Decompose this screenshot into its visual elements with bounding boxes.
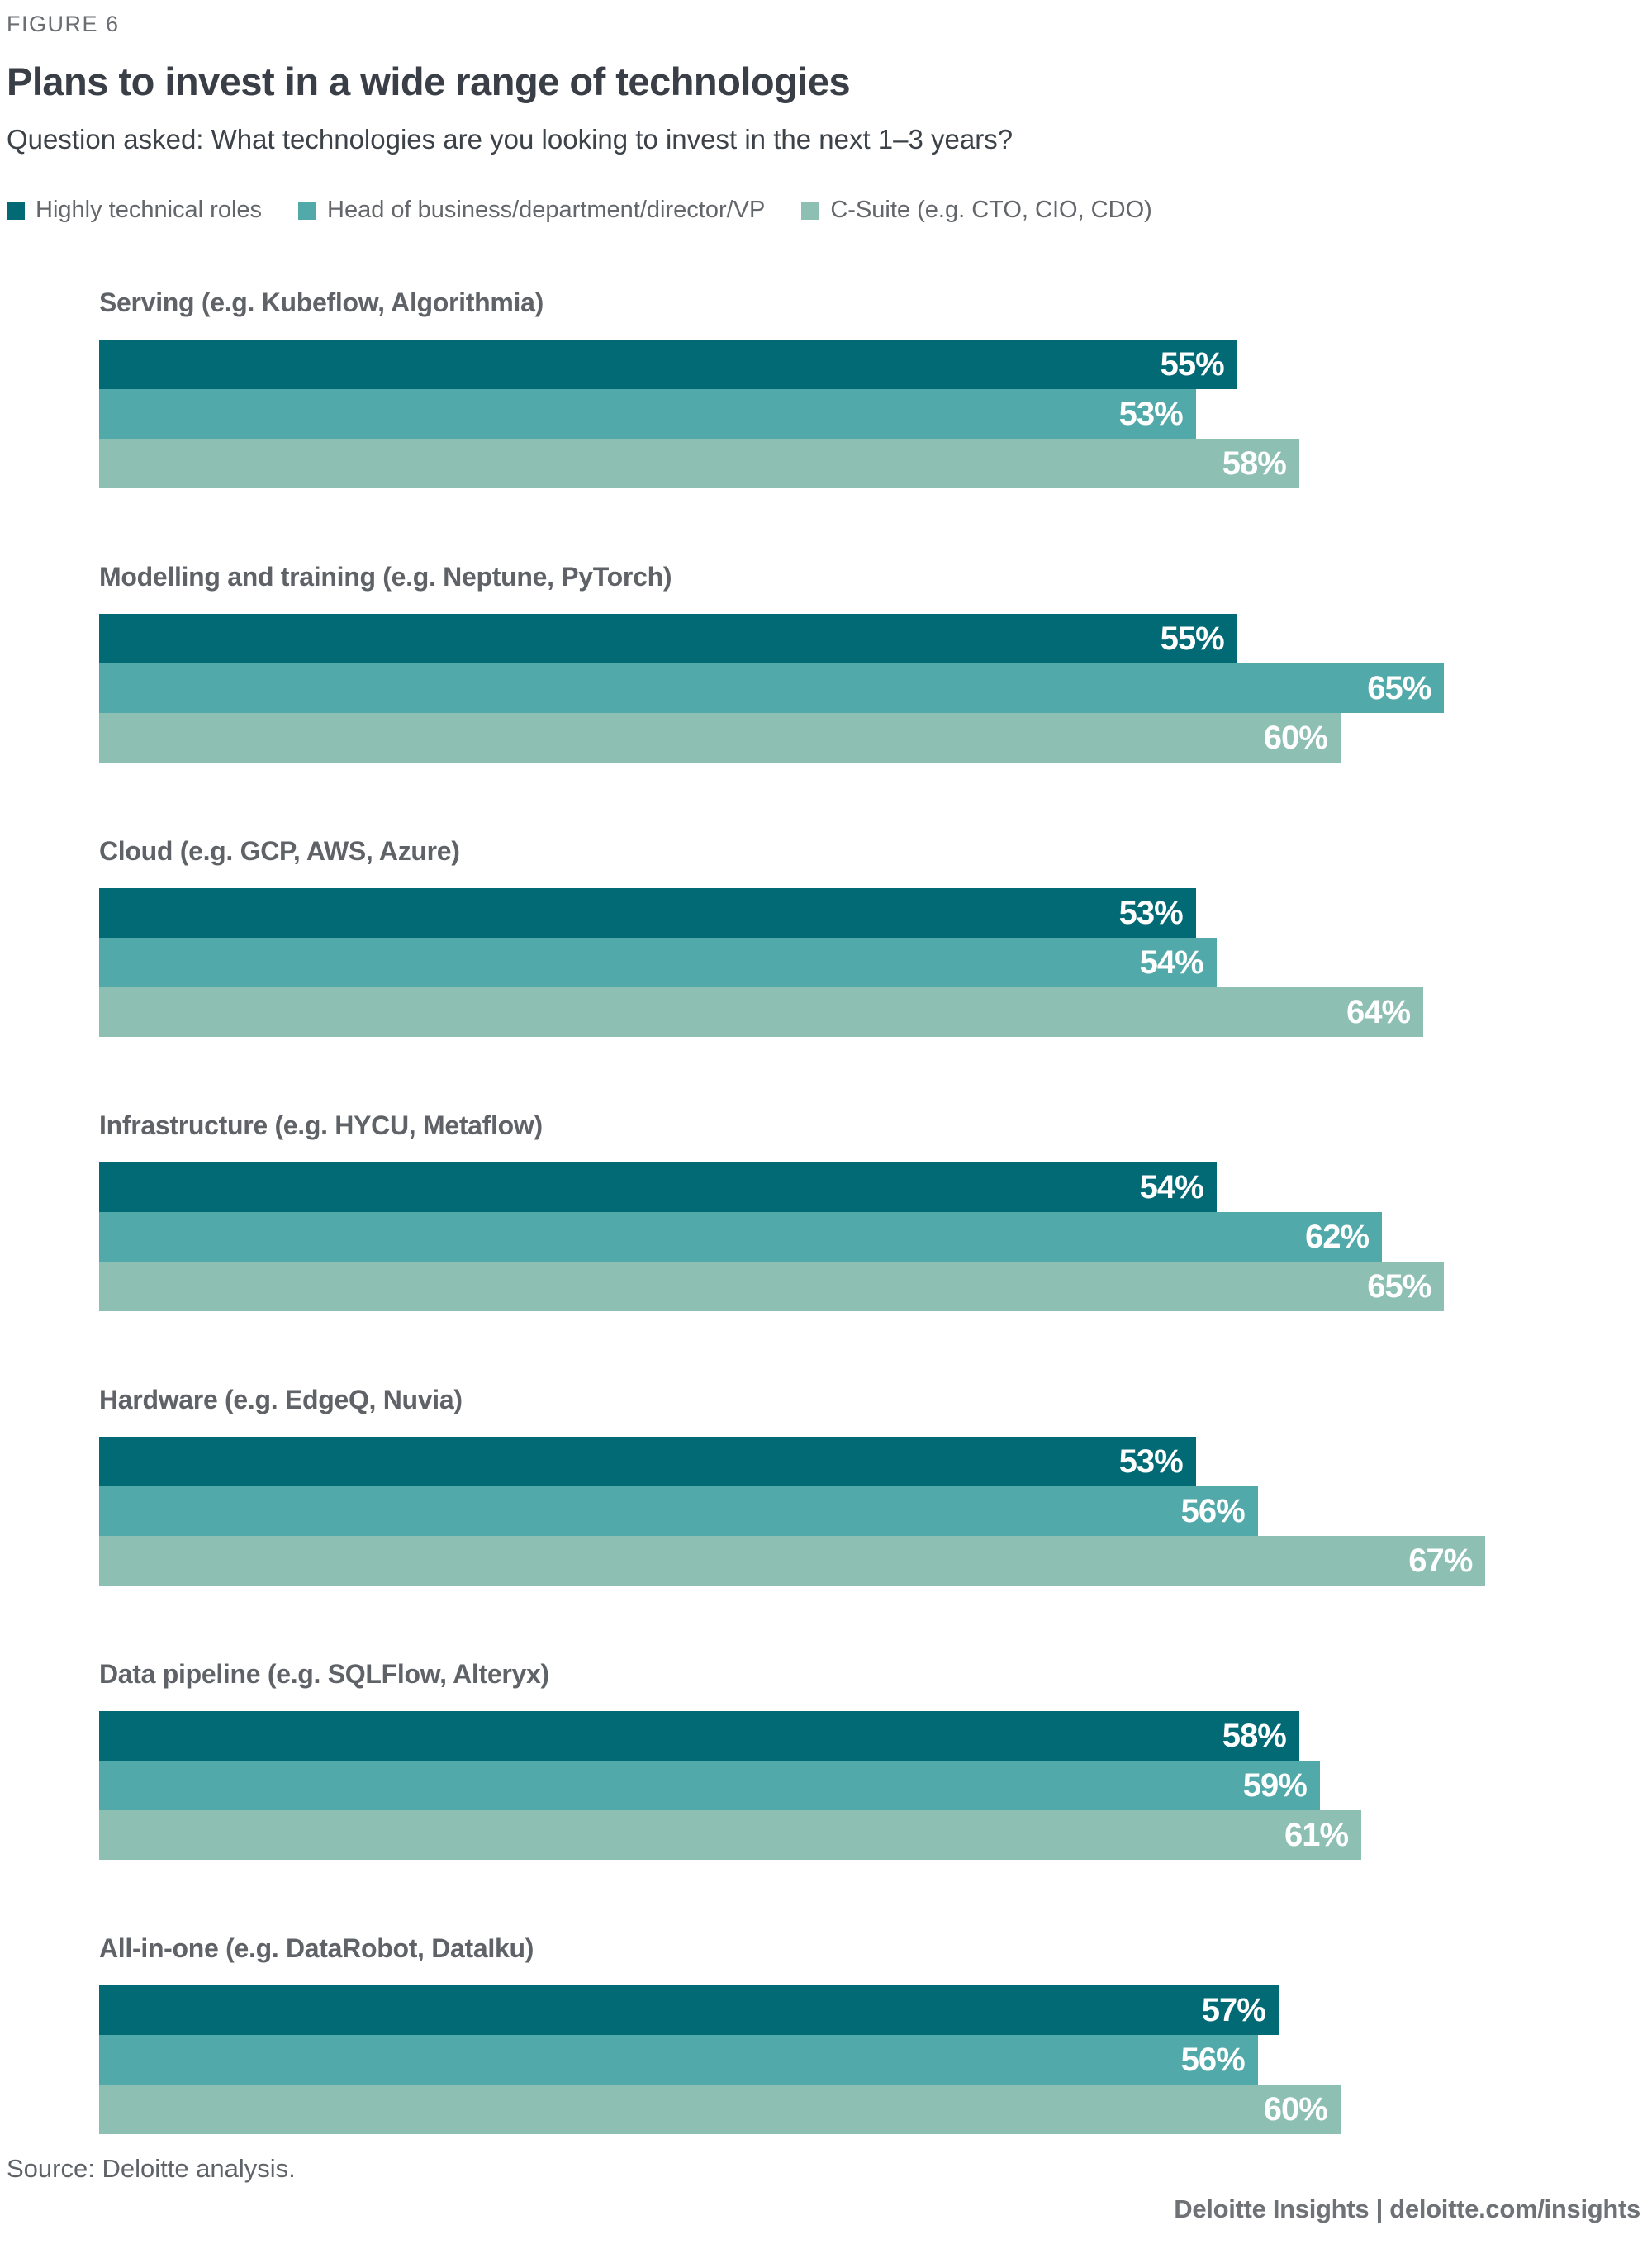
bar-series-2: 59% <box>99 1761 1320 1810</box>
bar-series-3: 60% <box>99 713 1341 763</box>
bar-value-label: 65% <box>1367 669 1431 706</box>
bar-group: Data pipeline (e.g. SQLFlow, Alteryx) 58%… <box>99 1658 1652 1860</box>
bar-series-3: 61% <box>99 1810 1362 1860</box>
bar-value-label: 59% <box>1242 1766 1308 1804</box>
bar-series-1: 53% <box>99 1437 1196 1486</box>
chart-title: Plans to invest in a wide range of techn… <box>7 59 851 103</box>
bar-value-label: 54% <box>1139 1168 1204 1205</box>
bar-group: Serving (e.g. Kubeflow, Algorithmia) 55% 5… <box>99 287 1652 488</box>
bar-series-3: 65% <box>99 1262 1445 1311</box>
bar-series-2: 62% <box>99 1212 1383 1262</box>
bar-series-1: 54% <box>99 1162 1217 1212</box>
bar-value-label: 65% <box>1367 1267 1431 1305</box>
legend-item-3: C-Suite (e.g. CTO, CIO, CDO) <box>801 197 1152 224</box>
bar-track: 53% 56% 67% <box>99 1437 1652 1586</box>
bar-group-label: Infrastructure (e.g. HYCU, Metaflow) <box>99 1110 543 1140</box>
bar-series-2: 54% <box>99 938 1217 987</box>
bar-chart: Serving (e.g. Kubeflow, Algorithmia) 55% 5… <box>99 287 1652 2134</box>
bar-group: Modelling and training (e.g. Neptune, Py… <box>99 561 1652 763</box>
brand-footer: Deloitte Insights | deloitte.com/insight… <box>1174 2194 1640 2223</box>
bar-series-3: 58% <box>99 439 1299 488</box>
bar-group-label: All-in-one (e.g. DataRobot, DataIku) <box>99 1933 534 1963</box>
bar-value-label: 61% <box>1284 1816 1349 1853</box>
legend: Highly technical roles Head of business/d… <box>7 197 1652 224</box>
bar-series-2: 65% <box>99 663 1445 713</box>
bar-series-1: 55% <box>99 340 1237 389</box>
legend-label: Highly technical roles <box>36 197 263 223</box>
bar-series-1: 55% <box>99 614 1237 663</box>
bar-value-label: 55% <box>1160 345 1225 383</box>
bar-value-label: 60% <box>1263 2090 1328 2128</box>
bar-series-3: 67% <box>99 1536 1486 1586</box>
legend-swatch-icon <box>7 201 25 220</box>
bar-group-label: Modelling and training (e.g. Neptune, Py… <box>99 562 672 592</box>
bar-series-1: 57% <box>99 1985 1279 2035</box>
bar-group: Hardware (e.g. EdgeQ, Nuvia) 53% 56% 67% <box>99 1384 1652 1586</box>
bar-series-1: 58% <box>99 1711 1299 1761</box>
bar-track: 55% 53% 58% <box>99 340 1652 488</box>
bar-track: 57% 56% 60% <box>99 1985 1652 2134</box>
bar-series-1: 53% <box>99 888 1196 938</box>
bar-value-label: 54% <box>1139 944 1204 981</box>
bar-value-label: 53% <box>1118 894 1184 931</box>
bar-series-2: 56% <box>99 2035 1258 2085</box>
bar-group-label: Hardware (e.g. EdgeQ, Nuvia) <box>99 1385 463 1414</box>
bar-group: Infrastructure (e.g. HYCU, Metaflow) 54% 6… <box>99 1110 1652 1311</box>
bar-value-label: 58% <box>1222 1717 1287 1754</box>
bar-group-label: Serving (e.g. Kubeflow, Algorithmia) <box>99 288 544 317</box>
bar-value-label: 53% <box>1118 1443 1184 1480</box>
bar-value-label: 60% <box>1263 719 1328 756</box>
bar-value-label: 56% <box>1180 2041 1246 2078</box>
bar-value-label: 57% <box>1201 1991 1266 2028</box>
bar-track: 53% 54% 64% <box>99 888 1652 1037</box>
bar-value-label: 55% <box>1160 620 1225 657</box>
bar-track: 58% 59% 61% <box>99 1711 1652 1860</box>
legend-item-2: Head of business/department/director/VP <box>298 197 765 224</box>
legend-swatch-icon <box>801 201 820 220</box>
bar-series-2: 56% <box>99 1486 1258 1536</box>
bar-value-label: 64% <box>1346 993 1411 1030</box>
bar-value-label: 62% <box>1305 1218 1370 1255</box>
bar-group: All-in-one (e.g. DataRobot, DataIku) 57% 5… <box>99 1933 1652 2134</box>
bar-series-3: 64% <box>99 987 1424 1037</box>
bar-series-3: 60% <box>99 2085 1341 2134</box>
legend-label: Head of business/department/director/VP <box>327 197 766 223</box>
bar-series-2: 53% <box>99 389 1196 439</box>
bar-group-label: Data pipeline (e.g. SQLFlow, Alteryx) <box>99 1659 549 1689</box>
chart-question-subtitle: Question asked: What technologies are yo… <box>7 124 1014 155</box>
bar-group-label: Cloud (e.g. GCP, AWS, Azure) <box>99 836 460 866</box>
bar-group: Cloud (e.g. GCP, AWS, Azure) 53% 54% 64% <box>99 835 1652 1037</box>
bar-track: 55% 65% 60% <box>99 614 1652 763</box>
legend-item-1: Highly technical roles <box>7 197 262 224</box>
bar-value-label: 58% <box>1222 445 1287 482</box>
legend-swatch-icon <box>298 201 317 220</box>
figure-number-label: FIGURE 6 <box>7 12 120 36</box>
legend-label: C-Suite (e.g. CTO, CIO, CDO) <box>830 197 1152 223</box>
bar-value-label: 67% <box>1408 1542 1473 1579</box>
bar-value-label: 53% <box>1118 395 1184 432</box>
source-note: Source: Deloitte analysis. <box>7 2154 296 2183</box>
bar-track: 54% 62% 65% <box>99 1162 1652 1311</box>
bar-value-label: 56% <box>1180 1492 1246 1529</box>
